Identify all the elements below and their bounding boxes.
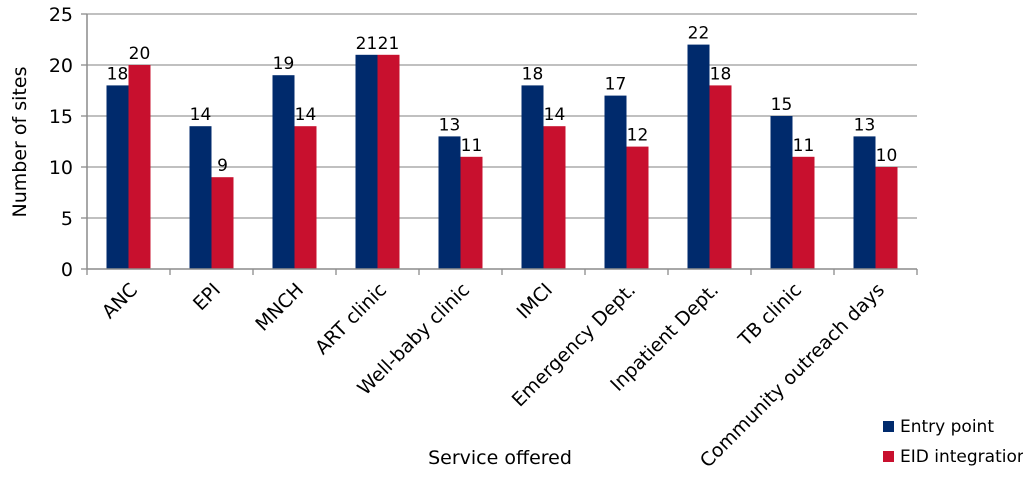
bar-value-label: 14 — [190, 105, 212, 125]
x-axis-title: Service offered — [428, 447, 572, 469]
bar-entry-point — [521, 85, 544, 270]
legend: Entry point EID integration — [883, 417, 1023, 467]
bar-entry-point — [189, 126, 212, 269]
y-tick-labels: 0 5 10 15 20 25 — [49, 4, 73, 281]
y-tick-label: 5 — [61, 208, 73, 230]
y-tick-label: 10 — [49, 157, 73, 179]
y-tick-label: 15 — [49, 106, 73, 128]
legend-label: Entry point — [900, 417, 994, 437]
axes — [81, 13, 918, 275]
y-tick-label: 20 — [49, 55, 73, 77]
bar-eid-integration — [709, 85, 732, 270]
bar-eid-integration — [211, 177, 234, 269]
x-tick-label: EPI — [189, 279, 225, 315]
bar-eid-integration — [377, 54, 400, 269]
y-tick-label: 0 — [61, 259, 73, 281]
bar-value-label: 20 — [129, 44, 151, 64]
bar-eid-integration — [875, 167, 898, 269]
bar-entry-point — [604, 95, 627, 269]
legend-label: EID integration — [900, 447, 1023, 467]
legend-swatch — [883, 421, 894, 432]
y-tick-label: 25 — [49, 4, 73, 26]
bar-value-label: 11 — [793, 136, 815, 156]
bar-value-label: 13 — [854, 115, 876, 135]
bar-eid-integration — [460, 156, 483, 269]
bar-value-label: 12 — [627, 126, 649, 146]
bar-entry-point — [438, 136, 461, 269]
x-tick-label: ANC — [98, 279, 142, 323]
bar-entry-point — [687, 44, 710, 269]
x-tick-label: ART clinic — [311, 279, 391, 359]
bar-value-label: 21 — [356, 34, 378, 54]
bar-value-label: 13 — [439, 115, 461, 135]
x-tick-label: MNCH — [251, 279, 308, 336]
bar-value-label: 18 — [710, 64, 732, 84]
bar-entry-point — [853, 136, 876, 269]
bar-eid-integration — [626, 146, 649, 269]
bar-value-label: 14 — [544, 105, 566, 125]
legend-swatch — [883, 451, 894, 462]
bar-value-label: 11 — [461, 136, 483, 156]
y-axis-title: Number of sites — [9, 67, 31, 218]
x-tick-label: TB clinic — [734, 279, 806, 351]
bar-value-label: 17 — [605, 75, 627, 95]
bar-value-label: 19 — [273, 54, 295, 74]
bar-value-label: 18 — [522, 64, 544, 84]
bar-eid-integration — [294, 126, 317, 269]
bar-value-label: 15 — [771, 95, 793, 115]
bar-entry-point — [770, 116, 793, 269]
bar-eid-integration — [792, 156, 815, 269]
bar-value-label: 9 — [217, 156, 228, 176]
x-tick-label: IMCI — [513, 279, 557, 323]
bar-value-label: 14 — [295, 105, 317, 125]
bar-value-label: 22 — [688, 24, 710, 44]
bar-value-label: 18 — [107, 64, 129, 84]
bar-entry-point — [106, 85, 129, 270]
bar-eid-integration — [543, 126, 566, 269]
bar-entry-point — [355, 54, 378, 269]
bar-value-label: 10 — [876, 146, 898, 166]
bars — [106, 44, 898, 270]
bar-entry-point — [272, 75, 295, 269]
bar-eid-integration — [128, 65, 151, 269]
bar-value-label: 21 — [378, 34, 400, 54]
